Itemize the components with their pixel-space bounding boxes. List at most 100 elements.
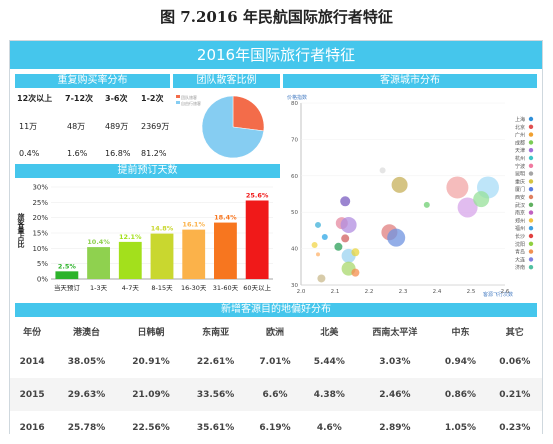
scatter-point-11 <box>334 242 343 251</box>
scatter-legend-label: 厦门 <box>515 186 525 193</box>
bar-0 <box>55 271 79 279</box>
advance-panel: 旅客量占比 0% 5% 10% 15% 20% 25% 30% 2.5% 当天预订 10.4% 1… <box>15 179 280 301</box>
table-cell: 2015 <box>10 378 55 411</box>
table-cell: 33.56% <box>183 378 248 411</box>
destinations-header-row: 年份 港澳台 日韩朝 东南亚 欧洲 北美 西南太平洋 中东 其它 <box>10 317 542 345</box>
table-cell: 38.05% <box>54 345 119 378</box>
scatter-legend-label: 宁波 <box>515 163 525 170</box>
table-row: 2014 38.05% 20.91% 22.61% 7.01% 5.44% 3.… <box>10 345 542 378</box>
dest-col-europe: 欧洲 <box>266 327 285 338</box>
scatter-legend-dot <box>528 241 534 246</box>
table-cell: 4.38% <box>302 378 357 411</box>
scatter-xtick-label: 2.1 <box>331 289 340 295</box>
scatter-legend-label: 西安 <box>515 194 525 201</box>
scatter-point-7 <box>341 234 350 243</box>
scatter-ytick-label: 80 <box>291 101 298 107</box>
scatter-legend-dot <box>528 132 534 137</box>
repeat-col-2: 3-6次 <box>105 94 128 103</box>
table-cell: 6.6% <box>247 378 303 411</box>
bar-3 <box>150 233 174 279</box>
bar-ytick-label: 25% <box>32 199 48 207</box>
scatter-ylabel: 价格指数 <box>287 94 307 101</box>
dest-col-me: 中东 <box>451 327 470 338</box>
dest-col-swp: 西南太平洋 <box>372 327 418 338</box>
table-cell: 22.56% <box>118 411 184 444</box>
repeat-count-3: 2369万 <box>141 122 170 131</box>
table-cell: 0.23% <box>487 411 542 444</box>
scatter-legend-label: 上海 <box>515 116 525 123</box>
scatter-point-13 <box>351 248 360 257</box>
dest-col-jkk: 日韩朝 <box>137 327 165 338</box>
repeat-header: 重复购买率分布 <box>15 74 170 88</box>
bar-category-label: 1-3天 <box>90 284 108 292</box>
table-cell: 3.03% <box>356 345 434 378</box>
scatter-legend-dot <box>528 194 534 200</box>
scatter-xtick-label: 2.3 <box>399 289 408 295</box>
scatter-legend-label: 福州 <box>515 225 525 232</box>
scatter-legend-label: 济南 <box>515 264 525 271</box>
repeat-share-3: 81.2% <box>141 149 167 158</box>
table-cell: 2.89% <box>356 411 434 444</box>
source-header: 客源城市分布 <box>283 74 537 88</box>
advance-ylabel: 旅客量占比 <box>17 212 26 249</box>
table-cell: 4.6% <box>302 411 357 444</box>
scatter-legend-label: 天津 <box>515 147 525 154</box>
group-legend-swatch-0 <box>176 95 180 98</box>
scatter-ytick-label: 70 <box>291 137 298 143</box>
table-cell: 20.91% <box>118 345 184 378</box>
dest-col-hmt: 港澳台 <box>72 327 100 338</box>
table-row: 2015 29.63% 21.09% 33.56% 6.6% 4.38% 2.4… <box>10 378 542 411</box>
scatter-point-0 <box>391 176 408 193</box>
scatter-legend-label: 昆明 <box>515 172 525 178</box>
scatter-legend-dot <box>528 140 534 145</box>
bar-6 <box>245 200 269 279</box>
bar-value-label: 10.4% <box>87 238 110 246</box>
scatter-ytick-label: 40 <box>291 247 298 253</box>
scatter-legend-label: 郑州 <box>515 217 525 224</box>
scatter-legend-dot <box>528 171 534 176</box>
scatter-legend-dot <box>528 265 534 270</box>
scatter-point-2 <box>423 201 430 208</box>
scatter-legend-dot <box>528 202 534 207</box>
table-cell: 25.78% <box>54 411 119 444</box>
bar-category-label: 4-7天 <box>122 284 140 292</box>
bar-ytick-label: 20% <box>32 214 48 222</box>
scatter-legend-label: 武汉 <box>515 202 525 209</box>
group-panel: 团队旅客 自由行旅客 <box>173 89 280 161</box>
table-row: 2016 25.78% 22.56% 35.61% 6.19% 4.6% 2.8… <box>10 411 542 444</box>
scatter-xtick-label: 2.5 <box>467 289 476 295</box>
bar-value-label: 2.5% <box>58 262 77 270</box>
table-cell: 0.21% <box>487 378 542 411</box>
scatter-xtick-label: 2.0 <box>297 289 306 295</box>
dest-col-na: 北美 <box>320 327 339 338</box>
bar-5 <box>214 222 237 279</box>
infographic-frame: 2016年国际旅行者特征 重复购买率分布 12次以上 7-12次 3-6次 1-… <box>9 40 543 444</box>
source-scatter-chart: 价格指数 客源飞行次数 30 40 50 60 70 80 2.0 2.1 2.2 2.3 2.4 2… <box>287 94 534 298</box>
bar-value-label: 14.8% <box>151 225 174 233</box>
table-cell: 1.05% <box>433 411 488 444</box>
scatter-legend-dot <box>528 233 534 239</box>
scatter-xtick-label: 2.2 <box>365 289 374 295</box>
scatter-point-10 <box>387 228 406 247</box>
scatter-xlabel: 客源飞行次数 <box>483 291 513 298</box>
bar-ytick-label: 15% <box>32 230 48 238</box>
bar-value-label: 12.1% <box>119 233 142 241</box>
scatter-point-8 <box>321 233 328 240</box>
scatter-point-5 <box>340 216 357 233</box>
scatter-legend-dot <box>528 257 534 262</box>
scatter-point-17 <box>317 274 326 283</box>
scatter-legend-label: 北京 <box>515 124 525 131</box>
scatter-ytick-label: 50 <box>291 210 298 216</box>
scatter-legend-label: 成都 <box>515 139 525 146</box>
scatter-legend-label: 杭州 <box>515 155 525 162</box>
figure-title: 图 7.2016 年民航国际旅行者特征 <box>160 8 393 26</box>
bar-value-label: 18.4% <box>214 214 237 222</box>
scatter-legend-label: 南京 <box>515 210 525 217</box>
repeat-share-1: 1.6% <box>67 149 88 158</box>
scatter-ytick-label: 30 <box>291 283 298 289</box>
group-pie-chart: 团队旅客 自由行旅客 <box>176 94 265 159</box>
table-cell: 35.61% <box>183 411 248 444</box>
scatter-legend-dot <box>528 187 534 192</box>
group-legend-swatch-1 <box>176 101 180 104</box>
repeat-share-0: 0.4% <box>19 149 40 158</box>
